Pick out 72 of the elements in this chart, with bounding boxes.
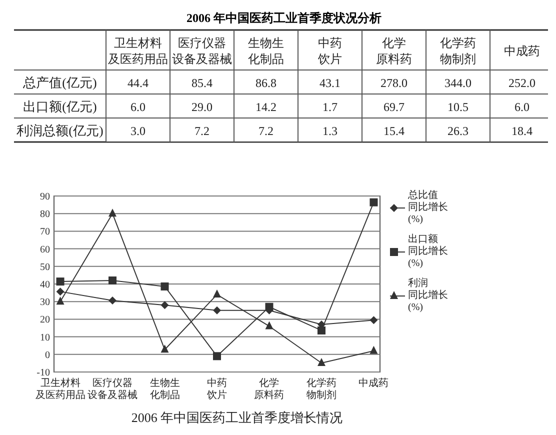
data-label: 344.0 xyxy=(444,76,472,90)
point xyxy=(213,306,221,314)
point xyxy=(108,276,117,284)
data-label: 278.0 xyxy=(380,76,408,90)
y-tick-label: 70 xyxy=(40,226,50,238)
y-tick-label: 10 xyxy=(40,332,50,344)
data-label: 85.4 xyxy=(192,76,212,90)
point xyxy=(160,282,169,290)
data-label: 3.0 xyxy=(130,124,146,138)
y-tick-label: -10 xyxy=(36,368,50,378)
point xyxy=(213,290,221,298)
point xyxy=(370,198,378,206)
point xyxy=(213,352,221,360)
data-label: 6.0 xyxy=(130,100,146,114)
x-tick-label: 中药饮片 xyxy=(206,377,227,401)
data-label: 6.0 xyxy=(514,100,530,114)
legend-label: 出口额同比增长(%) xyxy=(408,233,448,269)
y-tick-label: 出口额(亿元) xyxy=(23,99,97,114)
y-tick-label: 总产值(亿元) xyxy=(22,75,97,90)
data-label: 10.5 xyxy=(448,100,468,114)
x-tick-label: 医疗仪器设备及器械 xyxy=(88,377,138,401)
x-tick-label: 化学药物制剂 xyxy=(306,377,336,401)
y-tick-label: 40 xyxy=(40,280,50,290)
point xyxy=(265,321,274,330)
data-label: 7.2 xyxy=(258,124,274,138)
data-label: 14.2 xyxy=(256,100,276,114)
point xyxy=(108,208,117,217)
data-label: 1.7 xyxy=(322,100,338,114)
x-tick-label: 医疗仪器设备及器械 xyxy=(172,36,232,66)
data-label: 252.0 xyxy=(508,76,536,90)
point xyxy=(370,316,378,324)
point xyxy=(56,288,64,296)
data-label: 29.0 xyxy=(192,100,212,114)
point xyxy=(56,296,64,305)
chart-title: 2006 年中国医药工业首季度状况分析 xyxy=(186,11,382,25)
x-tick-label: 化学原料药 xyxy=(254,377,284,401)
point xyxy=(160,344,169,353)
legend-label: 利润同比增长(%) xyxy=(408,277,448,313)
data-label: 7.2 xyxy=(194,124,210,138)
y-tick-label: 80 xyxy=(40,209,50,220)
point xyxy=(108,296,117,305)
point xyxy=(160,301,169,310)
x-tick-label: 中成药 xyxy=(504,44,540,58)
data-label: 44.4 xyxy=(128,76,148,90)
y-tick-label: 30 xyxy=(40,297,50,308)
text: 2006 年中国医药工业首季度增长情况 xyxy=(131,410,343,425)
y-tick-label: 60 xyxy=(40,244,50,256)
x-tick-label: 化学药物制剂 xyxy=(440,36,476,66)
data-label: 15.4 xyxy=(384,124,404,138)
x-tick-label: 中药饮片 xyxy=(317,36,342,66)
data-label: 69.7 xyxy=(384,100,404,114)
point xyxy=(370,346,378,354)
y-tick-label: 利润总额(亿元) xyxy=(16,123,104,138)
x-tick-label: 卫生材料及医药用品 xyxy=(35,377,86,401)
x-tick-label: 生物生化制品 xyxy=(248,36,284,66)
x-tick-label: 中成药 xyxy=(358,377,389,389)
data-label: 1.3 xyxy=(322,124,338,138)
data-label: 26.3 xyxy=(448,124,468,138)
data-label: 86.8 xyxy=(256,76,276,90)
x-tick-label: 化学原料药 xyxy=(376,36,412,66)
legend-label: 总比值同比增长(%) xyxy=(407,189,448,225)
y-tick-label: 90 xyxy=(40,192,50,202)
x-tick-label: 卫生材料及医药用品 xyxy=(108,36,168,66)
y-tick-label: 50 xyxy=(40,262,50,273)
point xyxy=(317,326,326,334)
y-tick-label: 20 xyxy=(40,314,50,326)
point xyxy=(56,278,64,286)
x-tick-label: 生物生化制品 xyxy=(150,377,180,401)
point xyxy=(317,358,326,366)
y-tick-label: 0 xyxy=(45,350,50,361)
data-label: 43.1 xyxy=(320,76,340,90)
data-label: 18.4 xyxy=(512,124,532,138)
